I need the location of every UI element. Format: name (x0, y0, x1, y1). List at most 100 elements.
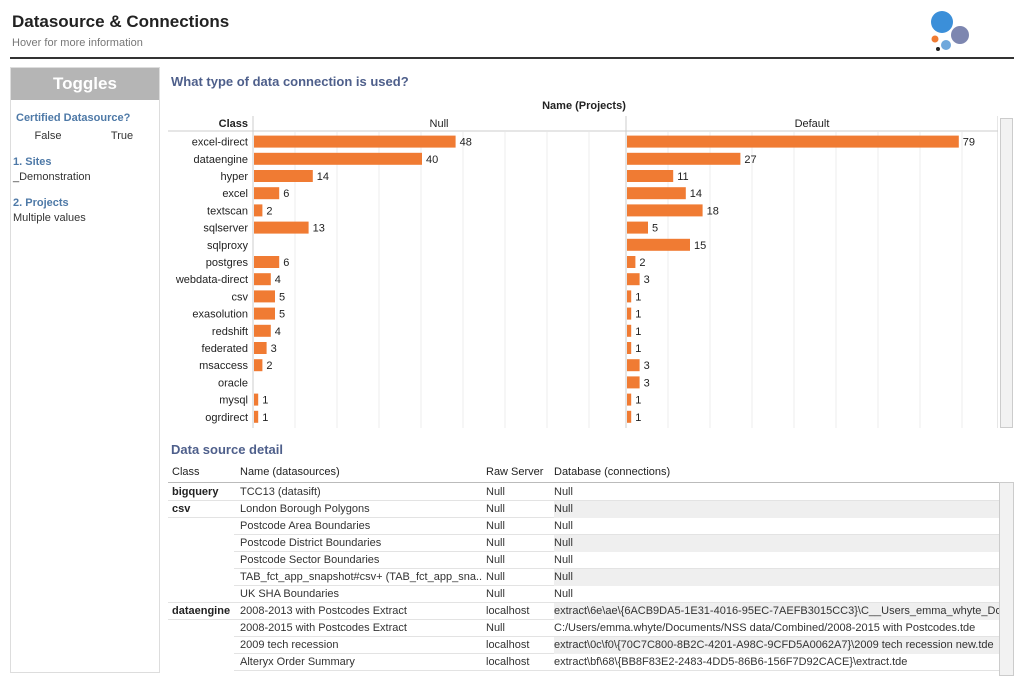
connection-type-chart: Name (Projects) Class Null Default excel-dir… (168, 98, 1013, 428)
class-cell: dataengine (172, 605, 231, 617)
page-subtitle: Hover for more information (12, 37, 143, 49)
database-cell[interactable]: extract\6e\ae\{6ACB9DA5-1E31-4016-95EC-7… (554, 603, 999, 620)
datasource-name-cell[interactable]: 2008-2015 with Postcodes Extract (240, 622, 407, 634)
data-label-default-postgres: 2 (639, 257, 645, 269)
sites-filter-label: 1. Sites (13, 156, 52, 168)
database-cell[interactable]: extract\0c\f0\{70C7C800-8B2C-4201-A98C-9… (554, 637, 999, 654)
data-label-null-sqlserver: 13 (313, 223, 325, 235)
data-label-null-ogrdirect: 1 (262, 412, 268, 424)
certified-true-option[interactable]: True (110, 130, 134, 142)
database-cell[interactable]: extract\bf\68\{BB8F83E2-2483-4DD5-86B6-1… (554, 656, 908, 668)
certified-toggle: False True (11, 130, 159, 142)
data-label-default-sqlproxy: 15 (694, 240, 706, 252)
category-label-oracle: oracle (218, 377, 248, 389)
database-cell[interactable]: Null (554, 520, 573, 532)
detail-table: Class Name (datasources) Raw Server Data… (168, 466, 1014, 676)
data-label-default-federated: 1 (635, 343, 641, 355)
certified-false-option[interactable]: False (34, 130, 62, 142)
header-name: Name (datasources) (240, 466, 340, 478)
panel-header-default: Default (795, 118, 830, 130)
data-label-default-csv: 1 (635, 291, 641, 303)
raw-server-cell[interactable]: localhost (486, 639, 530, 651)
data-label-default-exasolution: 1 (635, 309, 641, 321)
datasource-name-cell[interactable]: 2008-2013 with Postcodes Extract (240, 605, 407, 617)
data-label-null-excel: 6 (283, 188, 289, 200)
data-label-null-federated: 3 (271, 343, 277, 355)
bar-default-textscan (627, 204, 703, 217)
datasource-name-cell[interactable]: London Borough Polygons (240, 503, 370, 515)
datasource-name-cell[interactable]: TCC13 (datasift) (240, 486, 321, 498)
datasource-name-cell[interactable]: 2009 tech recession (240, 639, 339, 651)
sites-filter-value[interactable]: _Demonstration (13, 171, 91, 183)
bar-default-sqlproxy (627, 238, 690, 251)
table-header-divider (168, 482, 1014, 483)
raw-server-cell[interactable]: Null (486, 622, 505, 634)
database-cell[interactable]: Null (554, 588, 573, 600)
data-label-null-hyper: 14 (317, 171, 329, 183)
row-divider (234, 636, 999, 637)
raw-server-cell[interactable]: Null (486, 571, 505, 583)
raw-server-cell[interactable]: Null (486, 588, 505, 600)
database-cell[interactable]: Null (554, 486, 573, 498)
datasource-name-cell[interactable]: Postcode Sector Boundaries (240, 554, 380, 566)
class-cell: bigquery (172, 486, 219, 498)
bar-null-webdata-direct (254, 273, 271, 286)
bar-null-sqlserver (254, 221, 309, 234)
category-label-textscan: textscan (207, 205, 248, 217)
bar-default-oracle (627, 376, 640, 389)
row-divider (234, 670, 999, 671)
bar-null-federated (254, 342, 267, 354)
raw-server-cell[interactable]: localhost (486, 656, 530, 668)
chart-header-label: Name (Projects) (542, 100, 626, 112)
projects-filter-value[interactable]: Multiple values (13, 212, 86, 224)
panel-header-null: Null (430, 118, 449, 130)
data-label-null-excel-direct: 48 (460, 137, 472, 149)
datasource-name-cell[interactable]: Postcode Area Boundaries (240, 520, 371, 532)
bar-null-csv (254, 290, 275, 303)
database-cell[interactable]: Null (554, 501, 999, 518)
class-cell: csv (172, 503, 191, 515)
raw-server-cell[interactable]: Null (486, 486, 505, 498)
database-cell[interactable]: C:/Users/emma.whyte/Documents/NSS data/C… (554, 622, 976, 634)
bar-default-ogrdirect (627, 410, 632, 423)
raw-server-cell[interactable]: Null (486, 554, 505, 566)
data-label-default-mysql: 1 (635, 395, 641, 407)
raw-server-cell[interactable]: Null (486, 503, 505, 515)
data-label-null-csv: 5 (279, 291, 285, 303)
logo-icon (931, 11, 969, 51)
bar-chart: Name (Projects) Class Null Default excel-dir… (168, 100, 998, 428)
bar-null-textscan (254, 204, 263, 217)
raw-server-cell[interactable]: Null (486, 537, 505, 549)
bar-default-redshift (627, 324, 632, 337)
data-label-default-textscan: 18 (707, 205, 719, 217)
datasource-name-cell[interactable]: UK SHA Boundaries (240, 588, 340, 600)
bar-default-mysql (627, 393, 632, 406)
raw-server-cell[interactable]: Null (486, 520, 505, 532)
raw-server-cell[interactable]: localhost (486, 605, 530, 617)
data-label-default-redshift: 1 (635, 326, 641, 338)
datasource-name-cell[interactable]: Alteryx Order Summary (240, 656, 355, 668)
bar-null-hyper (254, 170, 313, 182)
bar-null-excel (254, 187, 280, 200)
datasource-name-cell[interactable]: Postcode District Boundaries (240, 537, 382, 549)
datasource-name-cell[interactable]: TAB_fct_app_snapshot#csv+ (TAB_fct_app_s… (240, 571, 483, 583)
data-label-default-msaccess: 3 (644, 360, 650, 372)
bar-default-exasolution (627, 307, 632, 320)
category-label-msaccess: msaccess (199, 360, 248, 372)
data-label-default-excel-direct: 79 (963, 137, 975, 149)
data-label-null-msaccess: 2 (266, 360, 272, 372)
table-scrollbar[interactable] (999, 482, 1014, 676)
bar-default-dataengine (627, 152, 741, 165)
bar-default-csv (627, 290, 632, 303)
row-divider (168, 602, 999, 603)
bar-null-postgres (254, 256, 280, 268)
bar-default-msaccess (627, 359, 640, 372)
database-cell[interactable]: Null (554, 554, 573, 566)
category-label-postgres: postgres (206, 257, 249, 269)
database-cell[interactable]: Null (554, 535, 999, 552)
bar-default-webdata-direct (627, 273, 640, 286)
bar-default-postgres (627, 256, 636, 268)
category-label-ogrdirect: ogrdirect (205, 412, 248, 424)
database-cell[interactable]: Null (554, 569, 999, 586)
chart-scrollbar[interactable] (1000, 118, 1013, 428)
